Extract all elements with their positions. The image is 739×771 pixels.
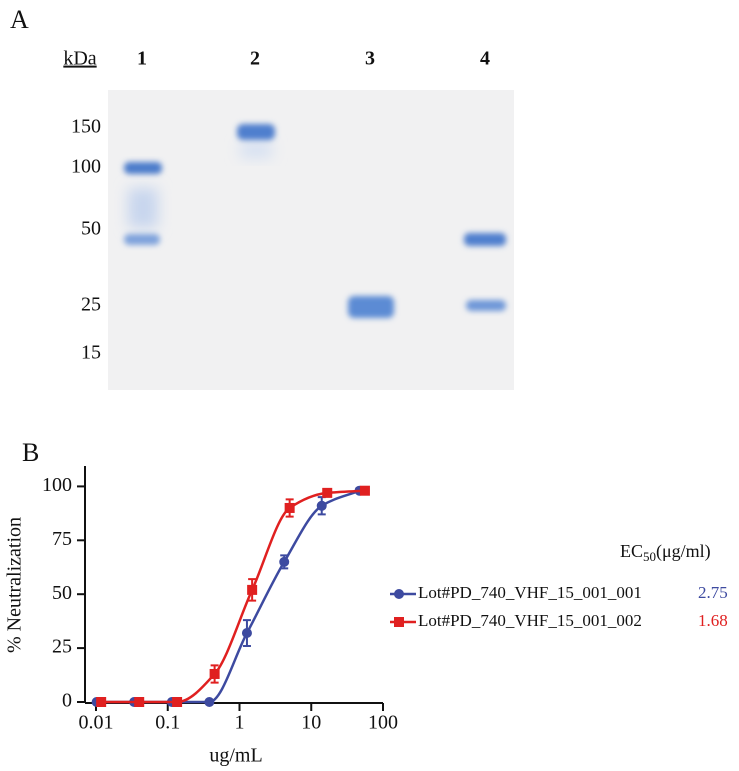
legend-header-main: EC xyxy=(620,541,643,561)
legend-label: Lot#PD_740_VHF_15_001_001 xyxy=(418,583,642,602)
y-tick-label: 75 xyxy=(52,528,72,550)
panel-label: A xyxy=(10,5,29,34)
x-tick-label: 10 xyxy=(301,712,321,734)
lane-label: 2 xyxy=(250,48,260,70)
lane-label: 4 xyxy=(480,48,490,70)
marker xyxy=(284,502,295,513)
y-tick-label: 25 xyxy=(52,636,72,658)
y-tick-label: 50 xyxy=(52,582,72,604)
lane-label: 1 xyxy=(137,48,147,70)
legend-marker xyxy=(394,617,404,627)
marker xyxy=(316,500,327,511)
legend-label: Lot#PD_740_VHF_15_001_002 xyxy=(418,611,642,630)
x-tick-label: 100 xyxy=(368,712,398,734)
x-tick-label: 0.01 xyxy=(79,712,114,734)
marker-label: 50 xyxy=(81,218,101,240)
legend-header-sub: 50 xyxy=(643,549,656,564)
marker-label: 100 xyxy=(71,156,101,178)
fit-line xyxy=(101,489,366,704)
marker xyxy=(247,584,258,595)
x-tick-label: 0.1 xyxy=(155,712,180,734)
lane-label: 3 xyxy=(365,48,375,70)
marker xyxy=(279,556,290,567)
x-axis-label: ug/mL xyxy=(209,745,262,767)
marker-label: 25 xyxy=(81,294,101,316)
y-tick-label: 0 xyxy=(62,690,72,712)
marker xyxy=(359,485,370,496)
marker xyxy=(241,628,252,639)
marker xyxy=(322,487,333,498)
fit-line xyxy=(96,489,360,704)
marker xyxy=(96,697,107,707)
ec50-value: 1.68 xyxy=(698,611,728,630)
marker xyxy=(209,668,220,679)
marker xyxy=(172,697,183,707)
marker-label: 150 xyxy=(71,116,101,138)
gel xyxy=(108,90,514,390)
ec50-value: 2.75 xyxy=(698,583,728,602)
y-axis-label: % Neutralization xyxy=(4,517,26,653)
marker-label: 15 xyxy=(81,342,101,364)
marker xyxy=(204,697,215,707)
panel-label: B xyxy=(22,438,39,467)
x-tick-label: 1 xyxy=(235,712,245,734)
legend-header-unit: (μg/ml) xyxy=(656,541,711,562)
unit-label: kDa xyxy=(63,48,96,70)
legend-marker xyxy=(394,589,404,599)
marker xyxy=(134,697,145,707)
gel-bands xyxy=(124,124,506,318)
legend-header: EC50(μg/ml) xyxy=(620,541,711,564)
y-tick-label: 100 xyxy=(42,474,72,496)
